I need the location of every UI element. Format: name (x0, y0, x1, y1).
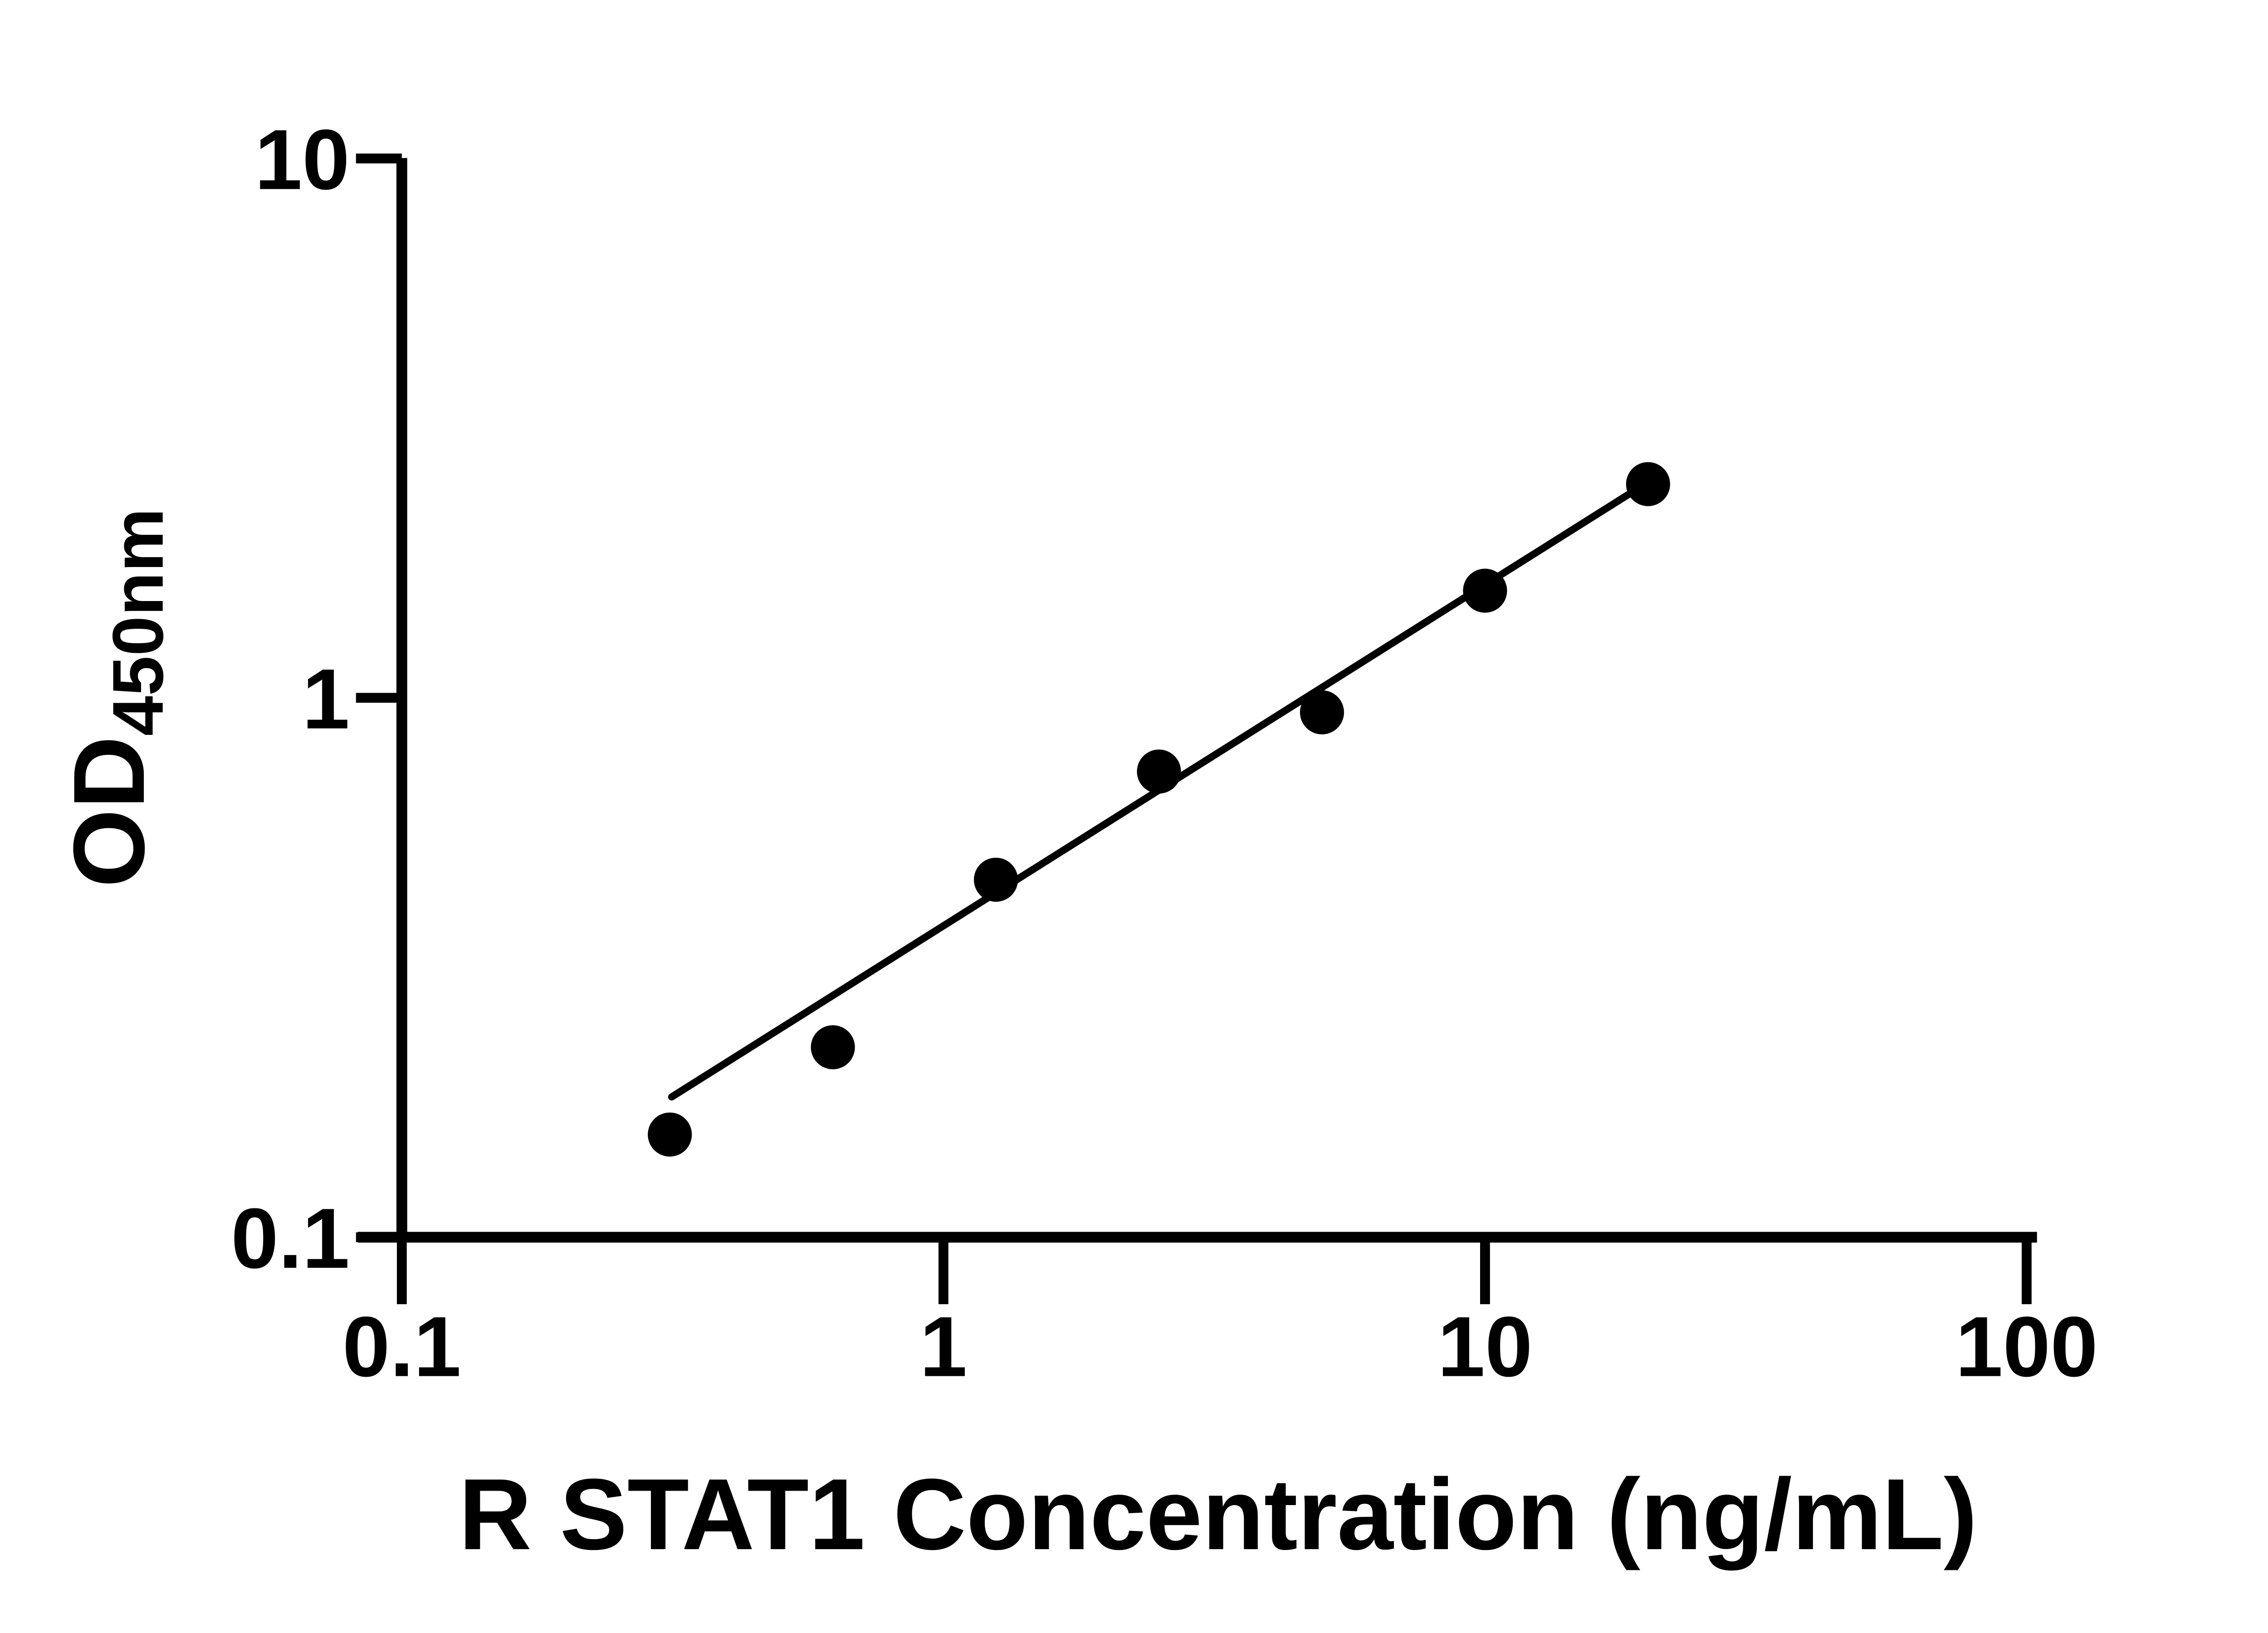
x-tick-label: 10 (1437, 1299, 1532, 1394)
plot-dynamic-layer: 0.1 1 10 0.1 1 10 100 (231, 112, 2098, 1394)
y-tick-label: 10 (255, 112, 350, 207)
y-tick-label: 0.1 (231, 1191, 350, 1286)
data-point (811, 1025, 855, 1070)
data-point (1300, 690, 1344, 734)
od-subscript-label: 450nm (98, 508, 178, 736)
data-point (1463, 568, 1507, 613)
x-tick-label: 0.1 (342, 1299, 461, 1394)
x-axis-title: R STAT1 Concentration (ng/mL) (459, 1458, 1977, 1571)
y-axis-title: OD450nm (53, 508, 178, 888)
x-tick-label: 1 (920, 1299, 968, 1394)
data-point (648, 1112, 692, 1157)
data-point (1626, 462, 1670, 506)
data-point (974, 857, 1018, 902)
od-label: OD (53, 736, 166, 887)
y-tick-label: 1 (302, 651, 350, 747)
x-tick-label: 100 (1955, 1299, 2098, 1394)
data-point (1137, 749, 1181, 794)
